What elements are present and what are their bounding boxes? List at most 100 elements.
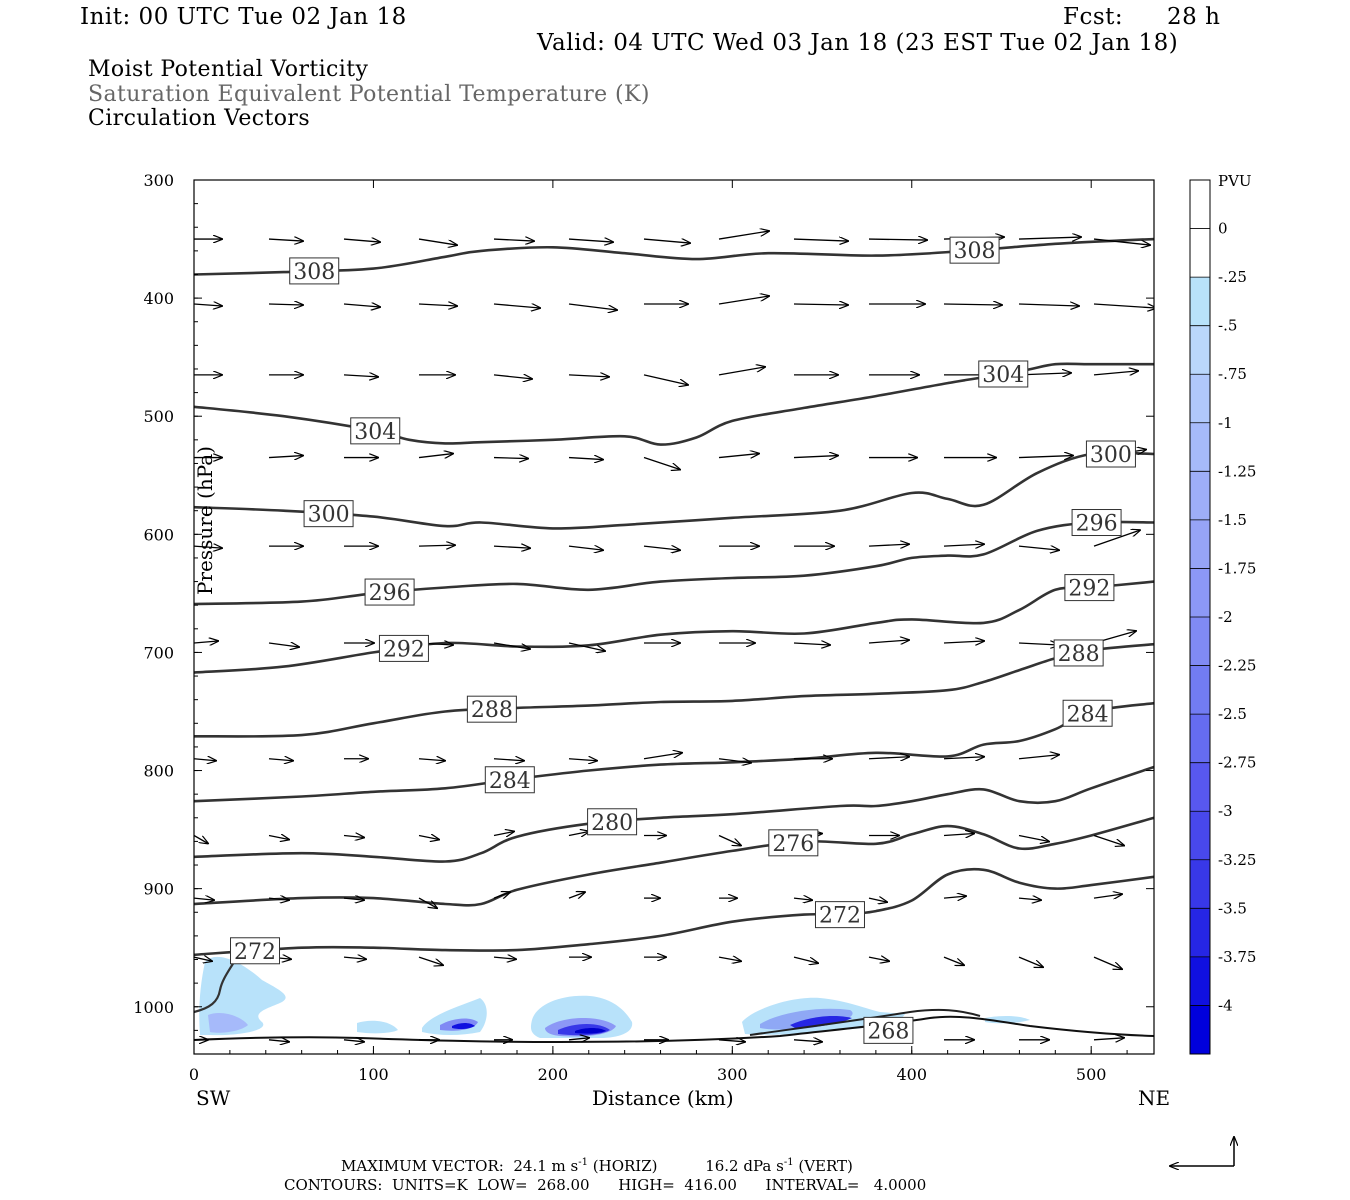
svg-text:296: 296 [369,581,411,606]
vector-arrow [1018,834,1049,842]
vector-arrow [718,296,769,305]
ne-label: NE [1138,1086,1170,1110]
contour-label-272: 272 [230,937,281,965]
vector-arrow [418,956,443,965]
contour-280 [194,765,1154,863]
vector-arrow [943,896,966,898]
vector-arrow [1093,834,1124,846]
contour-label-292: 292 [1064,574,1115,602]
reference-vector [1170,1137,1234,1166]
svg-text:268: 268 [867,1019,909,1044]
vector-arrow [718,834,741,846]
title-theta-es: Saturation Equivalent Potential Temperat… [88,82,650,107]
colorbar-tick-label: -1.5 [1218,511,1247,529]
contour-label-308: 308 [949,236,1000,264]
x-tick-label: 200 [538,1065,569,1084]
vector-arrow [268,239,303,241]
vector-arrow [943,304,1002,305]
vector-arrow [793,956,818,963]
vector-arrow [194,641,218,643]
y-tick-label: 600 [143,525,174,544]
svg-text:272: 272 [234,940,276,965]
colorbar-swatch [1190,617,1210,667]
colorbar-tick-label: -2.75 [1218,754,1256,772]
svg-text:296: 296 [1076,512,1118,537]
vector-arrow [718,957,741,961]
vector-arrow [943,757,984,759]
colorbar-swatch [1190,471,1210,521]
colorbar-tick-label: -3 [1218,802,1233,820]
vector-arrow [568,546,603,550]
vector-arrow [343,304,380,307]
vector-arrow [943,956,964,965]
vector-arrow [568,239,613,242]
vector-arrow [643,456,680,470]
vector-arrow [793,1040,822,1042]
vector-arrow [493,304,540,308]
colorbar-title: PVU [1218,172,1252,190]
valid-time: Valid: 04 UTC Wed 03 Jan 18 (23 EST Tue … [537,30,1179,56]
vector-arrow [868,757,909,759]
y-tick-label: 700 [143,643,174,662]
colorbar-swatch [1190,374,1210,424]
vector-arrow [1018,237,1081,239]
svg-text:304: 304 [354,420,396,445]
vector-arrow [1018,643,1059,645]
vector-arrow [718,367,765,376]
colorbar-swatch [1190,859,1210,909]
colorbar-tick-label: -1 [1218,414,1233,432]
circulation-vectors [194,231,1193,1042]
colorbar-tick-label: 0 [1218,220,1228,238]
vector-arrow [268,456,303,458]
vector-arrow [1093,371,1138,375]
vector-arrow [868,239,927,240]
vector-arrow [793,643,830,645]
colorbar-tick-label: -2 [1218,608,1233,626]
colorbar-tick-label: -3.5 [1218,899,1247,917]
vector-arrow [793,239,848,241]
contour-300 [194,451,1154,530]
vector-arrow [194,957,212,961]
vector-arrow [718,1040,745,1042]
mpv-shade [452,1023,475,1030]
vector-arrow [1093,956,1122,969]
colorbar-tick-label: -.75 [1218,365,1247,383]
mpv-shade [208,1013,248,1033]
footer-contours: CONTOURS: UNITS=K LOW= 268.00 HIGH= 416.… [284,1176,927,1194]
contour-label-304: 304 [350,417,401,445]
vector-arrow [943,834,974,836]
vector-arrow [568,892,585,898]
svg-text:300: 300 [308,503,350,528]
contour-label-268: 268 [863,1016,914,1044]
svg-text:284: 284 [489,769,531,794]
x-tick-label: 100 [358,1065,389,1084]
colorbar-swatch [1190,762,1210,812]
vector-arrow [194,898,214,900]
vector-arrow [1169,896,1193,898]
svg-text:288: 288 [1058,642,1100,667]
vector-arrow [493,759,524,761]
vector-arrow [568,759,597,761]
vector-arrow [493,458,528,459]
contour-label-288: 288 [1053,639,1104,667]
vector-arrow [643,374,688,385]
vector-arrow [268,643,299,647]
vector-arrow [568,375,609,377]
vector-arrow [868,898,887,902]
vector-arrow [493,832,514,836]
contour-label-300: 300 [303,500,354,528]
contour-296 [194,520,1154,606]
contour-label-272: 272 [814,901,865,929]
vector-arrow [493,375,532,379]
vector-arrow [418,897,437,908]
vector-arrow [568,832,589,836]
x-tick-label: 400 [896,1065,927,1084]
contour-label-308: 308 [289,257,340,285]
mpv-shade [790,1016,852,1028]
vector-arrow [493,239,534,241]
mpv-shade [575,1028,606,1034]
title-vectors: Circulation Vectors [88,106,311,131]
contour-272 [194,867,1154,957]
vector-arrow [718,759,751,763]
